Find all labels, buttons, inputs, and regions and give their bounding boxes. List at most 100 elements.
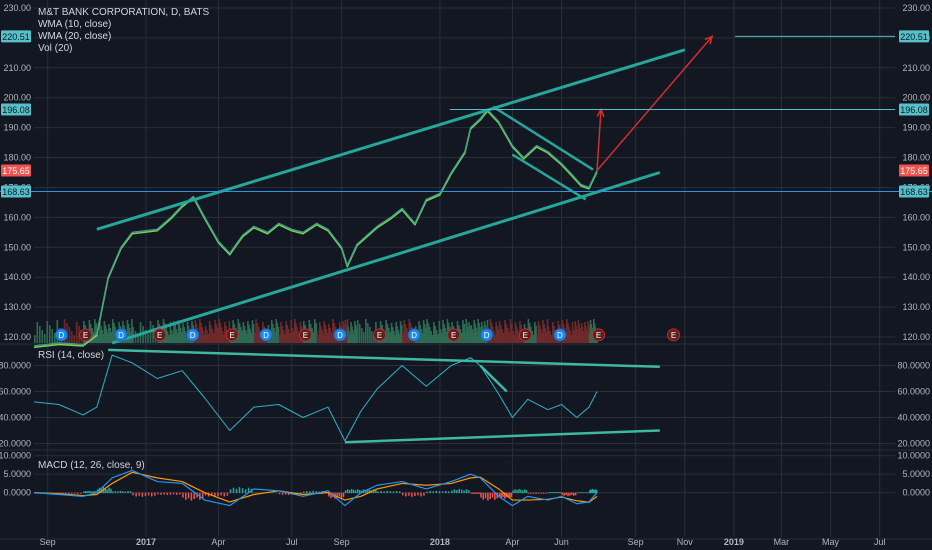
volume-bar [437,334,439,343]
volume-bar [139,322,142,343]
volume-bar [506,328,509,343]
volume-bar [576,333,579,343]
macd-histogram-bar [193,492,195,500]
volume-bar [470,325,473,343]
time-tick-label: Mar [774,537,790,547]
rsi-left-tick-label: 80.0000 [0,361,31,371]
volume-bar [495,322,497,343]
volume-bar [97,335,100,343]
rsi-trendline [344,429,660,444]
volume-bar [426,319,428,343]
volume-bar [388,328,390,343]
volume-bar [541,333,543,343]
volume-bar [169,322,172,343]
volume-bar [407,332,409,343]
volume-bar [347,327,349,343]
volume-bar [36,322,39,343]
macd-histogram-bar [594,489,597,494]
macd-histogram-bar [93,490,95,494]
volume-bar [494,335,496,343]
volume-bar [399,321,402,343]
volume-bar [214,320,216,343]
macd-histogram-bar [532,492,535,494]
indicator-volume[interactable]: Vol (20) [38,43,73,54]
macd-histogram-bar [525,490,528,494]
volume-bar [215,324,218,343]
volume-bar [217,328,219,343]
volume-bar [165,327,168,343]
volume-bar [324,325,327,343]
macd-histogram-bar [367,488,369,494]
rsi-pane-title[interactable]: RSI (14, close) [38,350,105,361]
price-label-box [899,30,929,43]
volume-bar [292,332,295,343]
volume-bar [327,324,330,343]
macd-histogram-bar [278,492,281,495]
volume-bar [551,322,554,343]
macd-histogram-bar [487,492,489,501]
volume-bar [355,325,357,343]
macd-histogram-bar [589,489,592,494]
event-marker-letter: D [190,331,196,340]
volume-bar [202,331,205,343]
macd-pane-title[interactable]: MACD (12, 26, close, 9) [38,460,145,471]
volume-bar [248,325,250,343]
volume-bar [291,328,294,343]
macd-histogram-bar [530,492,532,494]
volume-bar [501,329,504,343]
volume-bar [353,334,355,343]
volume-bar [201,327,203,343]
macd-histogram-bar [71,492,73,494]
macd-histogram-bar [77,492,79,494]
event-marker-letter: E [671,331,676,340]
macd-histogram-bar [138,492,141,496]
volume-bar [317,335,320,343]
volume-bar [535,326,537,343]
price-right-tick-label: 120.00 [902,332,930,342]
macd-histogram-bar [344,490,347,494]
volume-bar [103,321,106,343]
price-left-tick-label: 150.00 [3,242,31,252]
macd-histogram-bar [468,490,470,494]
volume-bar [400,325,403,343]
volume-bar [111,319,114,343]
volume-bar [549,331,551,343]
macd-histogram-bar [547,492,550,494]
macd-histogram-bar [114,490,117,494]
macd-histogram-bar [537,492,540,494]
volume-bar [580,323,583,343]
macd-histogram-bar [196,492,198,498]
price-left-tick-label: 210.00 [3,63,31,73]
volume-bar [515,326,518,343]
macd-histogram-bar [558,491,560,494]
price-label-text: 196.08 [2,105,30,115]
volume-bar [475,328,477,343]
volume-bar [318,322,321,343]
macd-histogram-bar [275,492,278,494]
volume-bar [439,329,442,343]
macd-histogram-bar [527,492,530,494]
macd-histogram-bar [61,492,64,494]
volume-bar [542,320,544,343]
volume-bar [181,332,183,343]
volume-bar [102,334,105,343]
rsi-right-tick-label: 40.0000 [897,413,930,423]
volume-bar [204,326,207,343]
volume-bar [183,327,185,343]
volume-bar [575,325,577,343]
price-label-box [899,185,929,198]
macd-histogram-bar [117,491,119,494]
macd-histogram-bar [438,491,441,494]
symbol-title[interactable]: M&T BANK CORPORATION, D, BATS [38,7,210,18]
indicator-wma20[interactable]: WMA (20, close) [38,31,112,42]
volume-bar [182,323,184,343]
macd-histogram-bar [588,490,591,494]
indicator-wma10[interactable]: WMA (10, close) [38,19,112,30]
event-marker-earnings [225,328,239,342]
volume-bar [544,328,547,343]
volume-bar [275,319,278,343]
volume-bar [278,335,281,343]
macd-histogram-bar [535,492,537,494]
volume-bar [208,321,211,343]
